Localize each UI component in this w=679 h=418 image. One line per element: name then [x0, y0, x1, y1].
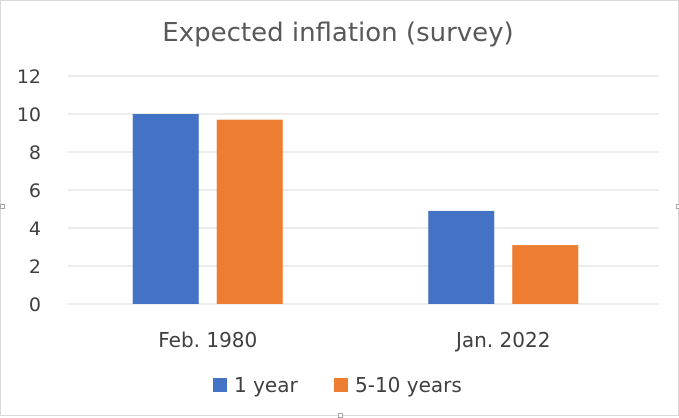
- y-tick-label: 10: [17, 104, 41, 126]
- y-tick-label: 0: [29, 294, 41, 316]
- x-category-label: Feb. 1980: [158, 328, 257, 352]
- legend-label: 1 year: [234, 373, 298, 397]
- y-axis-tick-labels: 0 2 4 6 8 10 12: [17, 66, 41, 316]
- y-tick-label: 4: [29, 218, 41, 240]
- x-axis-category-labels: Feb. 1980 Jan. 2022: [158, 328, 550, 352]
- y-tick-label: 8: [29, 142, 41, 164]
- y-tick-label: 12: [17, 66, 41, 88]
- legend-swatch: [213, 378, 227, 392]
- bars: [132, 114, 579, 304]
- bar-1-2: [428, 210, 495, 304]
- x-category-label: Jan. 2022: [454, 328, 550, 352]
- y-tick-label: 6: [29, 180, 41, 202]
- bar-1-1: [132, 114, 199, 304]
- legend: 1 year 5-10 years: [213, 373, 462, 397]
- resize-handle-left[interactable]: [0, 204, 5, 209]
- bar-2-1: [216, 119, 283, 304]
- chart-title: Expected inflation (survey): [162, 18, 513, 48]
- y-tick-label: 2: [29, 256, 41, 278]
- legend-swatch: [334, 378, 348, 392]
- resize-handle-right[interactable]: [676, 204, 679, 209]
- legend-label: 5-10 years: [355, 373, 462, 397]
- bar-2-2: [512, 245, 579, 304]
